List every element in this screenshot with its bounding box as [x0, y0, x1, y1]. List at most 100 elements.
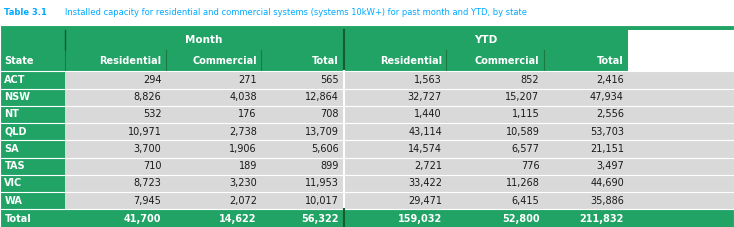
Text: Residential: Residential — [99, 56, 161, 66]
Bar — [0, 209, 734, 227]
Text: 2,721: 2,721 — [414, 161, 442, 171]
Text: 35,886: 35,886 — [590, 196, 624, 206]
Text: 11,268: 11,268 — [506, 178, 539, 188]
Text: NSW: NSW — [4, 92, 30, 102]
Text: State: State — [4, 56, 34, 66]
Text: Total: Total — [597, 56, 624, 66]
Text: SA: SA — [4, 144, 19, 154]
Text: 21,151: 21,151 — [590, 144, 624, 154]
Bar — [0, 140, 734, 158]
Bar — [65, 30, 344, 50]
Bar — [0, 175, 734, 192]
Bar — [0, 71, 65, 89]
Bar — [166, 50, 261, 71]
Text: YTD: YTD — [474, 35, 498, 45]
Bar — [0, 158, 734, 175]
Text: 7,945: 7,945 — [134, 196, 161, 206]
Text: 710: 710 — [143, 161, 161, 171]
Text: 1,906: 1,906 — [229, 144, 257, 154]
Text: Total: Total — [313, 56, 339, 66]
Text: Table 3.1: Table 3.1 — [4, 8, 47, 17]
Text: 47,934: 47,934 — [590, 92, 624, 102]
Text: 52,800: 52,800 — [502, 214, 539, 224]
Text: 708: 708 — [321, 109, 339, 119]
Text: 294: 294 — [143, 75, 161, 85]
Text: 4,038: 4,038 — [229, 92, 257, 102]
Text: Commercial: Commercial — [192, 56, 257, 66]
Bar — [446, 50, 544, 71]
Text: NT: NT — [4, 109, 19, 119]
Text: 56,322: 56,322 — [302, 214, 339, 224]
Bar — [0, 140, 65, 158]
Text: 5,606: 5,606 — [311, 144, 339, 154]
Text: 271: 271 — [239, 75, 257, 85]
Text: 44,690: 44,690 — [590, 178, 624, 188]
Text: 3,700: 3,700 — [134, 144, 161, 154]
Bar — [0, 106, 65, 123]
Text: 2,556: 2,556 — [596, 109, 624, 119]
Text: ACT: ACT — [4, 75, 26, 85]
Text: QLD: QLD — [4, 127, 27, 137]
Text: 1,440: 1,440 — [414, 109, 442, 119]
Text: Total: Total — [4, 214, 31, 224]
Bar — [0, 71, 734, 89]
Text: Residential: Residential — [379, 56, 442, 66]
Text: 14,622: 14,622 — [219, 214, 257, 224]
Bar — [0, 89, 65, 106]
Text: 15,207: 15,207 — [506, 92, 539, 102]
Text: 2,738: 2,738 — [229, 127, 257, 137]
Text: TAS: TAS — [4, 161, 25, 171]
Text: 41,700: 41,700 — [124, 214, 161, 224]
Bar — [344, 50, 446, 71]
Text: 3,230: 3,230 — [229, 178, 257, 188]
Text: 532: 532 — [143, 109, 161, 119]
Text: WA: WA — [4, 196, 22, 206]
Text: VIC: VIC — [4, 178, 23, 188]
Text: 3,497: 3,497 — [596, 161, 624, 171]
Bar — [0, 25, 734, 30]
Text: 10,017: 10,017 — [305, 196, 339, 206]
Text: 1,115: 1,115 — [512, 109, 539, 119]
Text: 8,723: 8,723 — [134, 178, 161, 188]
Text: 189: 189 — [239, 161, 257, 171]
Text: 32,727: 32,727 — [407, 92, 442, 102]
Text: 33,422: 33,422 — [408, 178, 442, 188]
Bar — [261, 50, 344, 71]
Bar — [0, 30, 65, 50]
Bar — [344, 30, 628, 50]
Text: 10,971: 10,971 — [128, 127, 161, 137]
Text: 2,416: 2,416 — [596, 75, 624, 85]
Text: 13,709: 13,709 — [305, 127, 339, 137]
Text: 53,703: 53,703 — [590, 127, 624, 137]
Bar — [0, 50, 65, 71]
Bar — [0, 89, 734, 106]
Text: 10,589: 10,589 — [506, 127, 539, 137]
Bar — [65, 50, 166, 71]
Text: Month: Month — [186, 35, 222, 45]
Text: 11,953: 11,953 — [305, 178, 339, 188]
Text: 211,832: 211,832 — [580, 214, 624, 224]
Text: 176: 176 — [239, 109, 257, 119]
Text: 43,114: 43,114 — [408, 127, 442, 137]
Text: 159,032: 159,032 — [398, 214, 442, 224]
Bar — [0, 192, 734, 209]
Text: 14,574: 14,574 — [408, 144, 442, 154]
Text: Installed capacity for residential and commercial systems (systems 10kW+) for pa: Installed capacity for residential and c… — [57, 8, 527, 17]
Bar — [0, 123, 734, 140]
Text: 852: 852 — [521, 75, 539, 85]
Text: 2,072: 2,072 — [229, 196, 257, 206]
Bar — [0, 106, 734, 123]
Text: 565: 565 — [321, 75, 339, 85]
Bar — [0, 175, 65, 192]
Bar — [0, 123, 65, 140]
Text: 899: 899 — [321, 161, 339, 171]
Text: 8,826: 8,826 — [134, 92, 161, 102]
Text: Commercial: Commercial — [475, 56, 539, 66]
Text: 776: 776 — [521, 161, 539, 171]
Text: 29,471: 29,471 — [408, 196, 442, 206]
Text: 1,563: 1,563 — [414, 75, 442, 85]
Bar — [544, 50, 628, 71]
Text: 6,577: 6,577 — [512, 144, 539, 154]
Bar — [0, 158, 65, 175]
Bar — [0, 192, 65, 209]
